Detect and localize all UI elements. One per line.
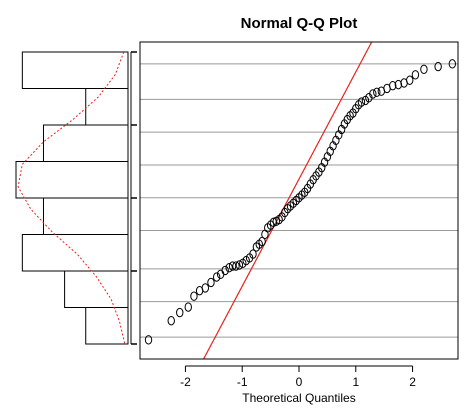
x-tick-label: 0 — [296, 375, 303, 389]
data-point — [373, 87, 381, 97]
data-point — [232, 261, 240, 271]
x-tick-label: 2 — [409, 375, 416, 389]
data-point — [369, 89, 377, 99]
side-histogram — [15, 51, 137, 345]
data-point — [357, 97, 366, 107]
data-point — [228, 261, 237, 271]
data-point — [221, 265, 229, 276]
data-point — [225, 263, 233, 273]
data-point — [235, 260, 244, 270]
data-point — [434, 61, 442, 72]
histogram-bar — [15, 161, 129, 199]
data-point — [411, 70, 420, 80]
data-point — [212, 272, 221, 282]
data-point — [207, 277, 215, 288]
gridlines — [140, 63, 458, 338]
data-point — [167, 316, 175, 326]
x-axis: -2 -1 0 1 2 — [180, 365, 416, 389]
data-point — [201, 283, 210, 293]
data-point — [420, 64, 428, 75]
reference-line — [203, 42, 373, 359]
data-point — [144, 335, 153, 345]
x-tick-label: -2 — [180, 375, 191, 389]
data-points — [144, 59, 457, 345]
histogram-bar — [85, 88, 129, 126]
x-axis-label: Theoretical Quantiles — [242, 391, 355, 405]
data-point — [394, 79, 403, 90]
histogram-bar — [21, 51, 129, 89]
data-point — [406, 75, 414, 85]
x-tick-label: -1 — [237, 375, 248, 389]
histogram-bar — [42, 124, 129, 162]
data-point — [388, 81, 397, 91]
histogram-bar — [85, 307, 129, 345]
data-point — [216, 269, 225, 279]
plot-frame — [139, 41, 459, 360]
data-point — [190, 291, 198, 301]
data-point — [184, 302, 192, 312]
x-tick-label: 1 — [352, 375, 359, 389]
reference-line-layer — [203, 42, 373, 359]
data-point — [176, 307, 184, 318]
density-curve — [17, 51, 126, 345]
histogram-bar — [42, 197, 129, 235]
data-point — [261, 229, 269, 240]
data-point — [448, 59, 457, 69]
chart-title: Normal Q-Q Plot — [241, 15, 358, 32]
data-point — [249, 249, 257, 259]
